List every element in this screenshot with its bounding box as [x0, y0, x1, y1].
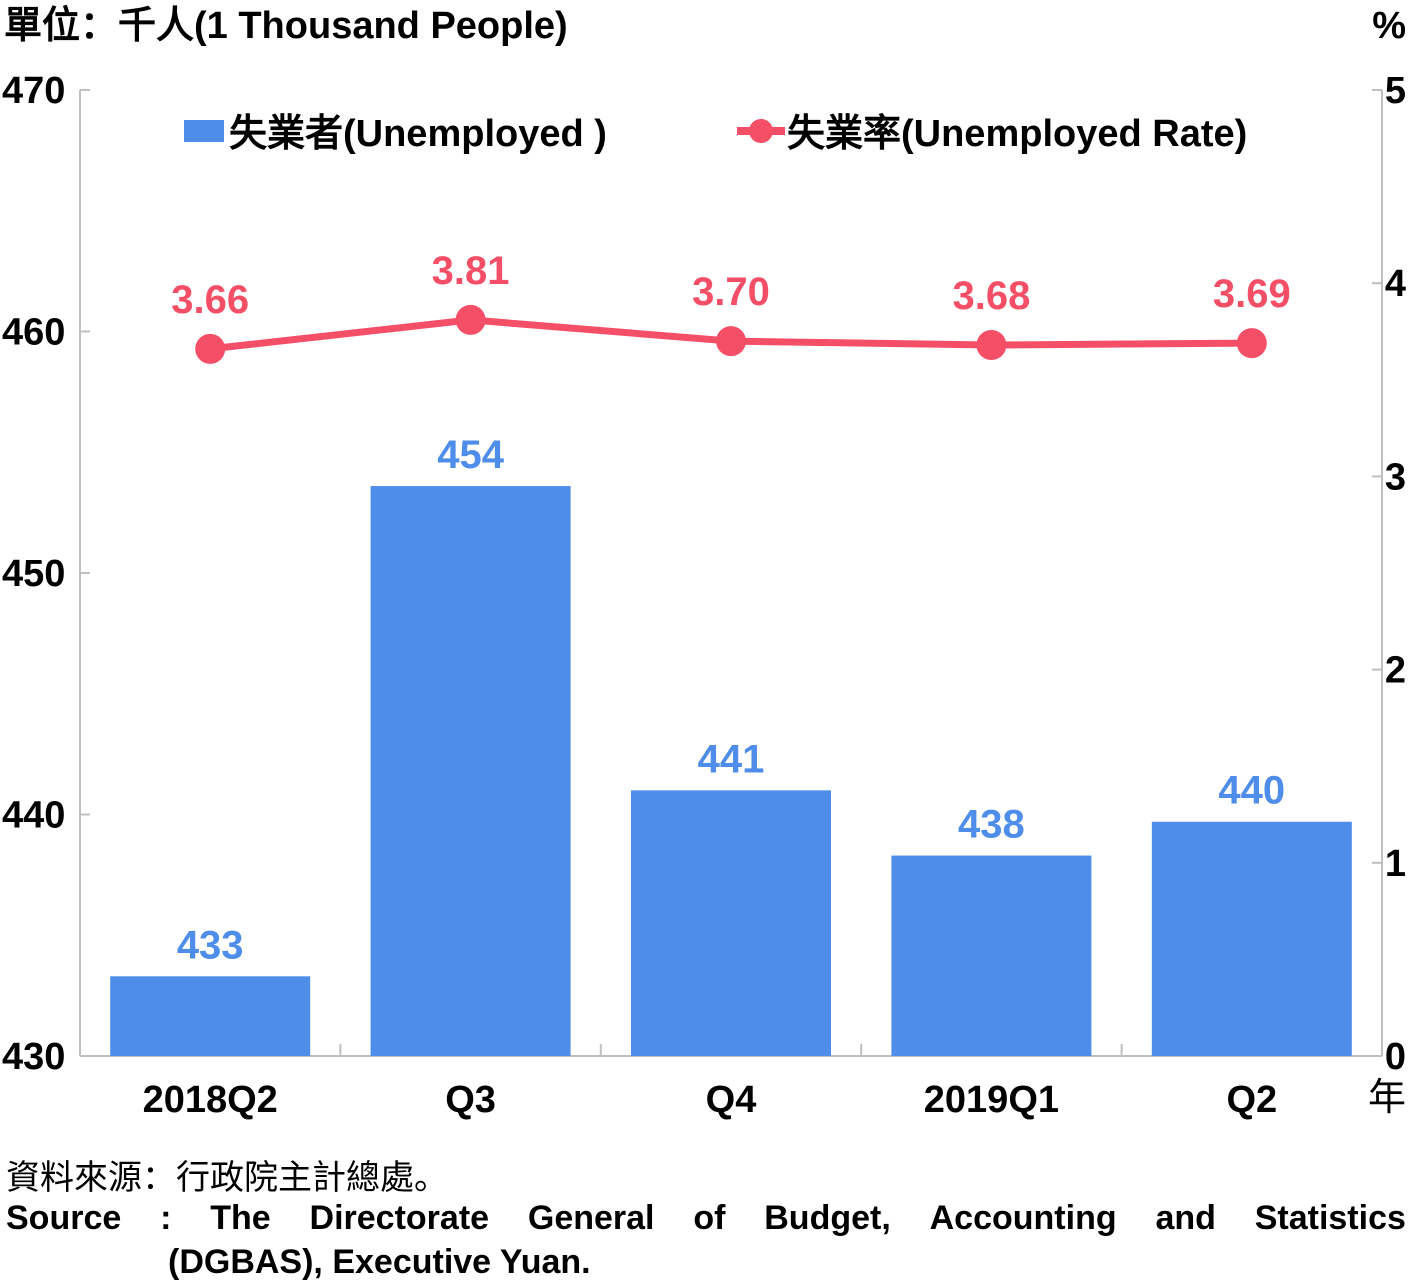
- left-tick-label: 470: [2, 70, 65, 112]
- right-tick-label: 1: [1385, 843, 1406, 885]
- source-word: General: [527, 1199, 655, 1237]
- source-word: of: [693, 1199, 726, 1237]
- axes: 430 440 450 460 470 0 1 2 3 4 5 2018Q2 Q3 Q4 2019Q1 Q2: [2, 70, 1406, 1121]
- left-tick-label: 450: [2, 553, 65, 595]
- left-tick-label: 440: [2, 795, 65, 837]
- x-tick-label: Q4: [706, 1079, 757, 1121]
- right-tick-label: 2: [1385, 650, 1406, 692]
- rate-value-label: 3.66: [171, 278, 249, 322]
- source-en-line2: (DGBAS), Executive Yuan.: [168, 1243, 591, 1281]
- source-word: Directorate: [309, 1199, 490, 1237]
- bar: [1151, 821, 1352, 1056]
- rate-value-label: 3.69: [1213, 272, 1291, 316]
- x-tick-label: Q2: [1226, 1079, 1277, 1121]
- right-tick-label: 4: [1385, 263, 1406, 305]
- rate-point: [716, 326, 746, 357]
- x-tick-label: Q3: [445, 1079, 496, 1121]
- bar-value-label: 454: [437, 433, 504, 477]
- line-series: 3.66 3.81 3.70 3.68 3.69: [171, 249, 1291, 364]
- source-word: Budget,: [764, 1199, 891, 1237]
- chart: 單位：千人(1 Thousand People) % 年 43044045046…: [2, 5, 1406, 1121]
- rate-point: [1236, 328, 1267, 359]
- right-tick-label: 3: [1385, 456, 1406, 498]
- right-unit-label: %: [1372, 5, 1406, 47]
- x-tick-label: 2019Q1: [924, 1079, 1059, 1121]
- source-word: Accounting: [929, 1199, 1117, 1237]
- source-zh: 資料來源：行政院主計總處。: [6, 1159, 448, 1197]
- legend: 失業者(Unemployed ) 失業率(Unemployed Rate): [184, 113, 1247, 155]
- left-tick-label: 430: [2, 1036, 65, 1078]
- source-word: :: [160, 1199, 172, 1237]
- source-en-line1: Source: The Directorate General of Budget, Acc…: [6, 1196, 1406, 1240]
- rate-point: [455, 304, 486, 335]
- bar: [631, 790, 831, 1056]
- bar: [110, 976, 311, 1056]
- rate-value-label: 3.70: [692, 270, 770, 314]
- bar-value-label: 441: [698, 737, 765, 781]
- source-word: Source: [6, 1199, 122, 1237]
- rate-value-label: 3.81: [432, 249, 510, 293]
- x-unit-label: 年: [1368, 1077, 1406, 1119]
- legend-line-marker: [749, 119, 773, 143]
- rate-point: [195, 333, 226, 364]
- bar: [891, 855, 1092, 1056]
- left-tick-label: 460: [2, 312, 65, 354]
- source-word: Statistics: [1254, 1199, 1406, 1237]
- bar: [370, 486, 571, 1056]
- legend-bar-swatch: [184, 120, 224, 142]
- right-tick-label: 5: [1385, 70, 1406, 112]
- source-en: Source: The Directorate General of Budget, Acc…: [6, 1196, 1406, 1284]
- bar-value-label: 438: [958, 803, 1025, 847]
- legend-line-label: 失業率(Unemployed Rate): [787, 113, 1247, 155]
- bar-value-label: 440: [1218, 769, 1285, 813]
- unit-label: 單位：千人(1 Thousand People): [4, 5, 568, 47]
- bar-value-label: 433: [177, 923, 244, 967]
- right-tick-label: 0: [1385, 1036, 1406, 1078]
- rate-point: [976, 330, 1007, 361]
- rate-value-label: 3.68: [952, 274, 1030, 318]
- legend-bar-label: 失業者(Unemployed ): [229, 113, 607, 155]
- bar-series: 433 454 441 438 440: [110, 433, 1352, 1056]
- source-word: The: [210, 1199, 271, 1237]
- x-tick-label: 2018Q2: [143, 1079, 278, 1121]
- source-word: and: [1155, 1199, 1216, 1237]
